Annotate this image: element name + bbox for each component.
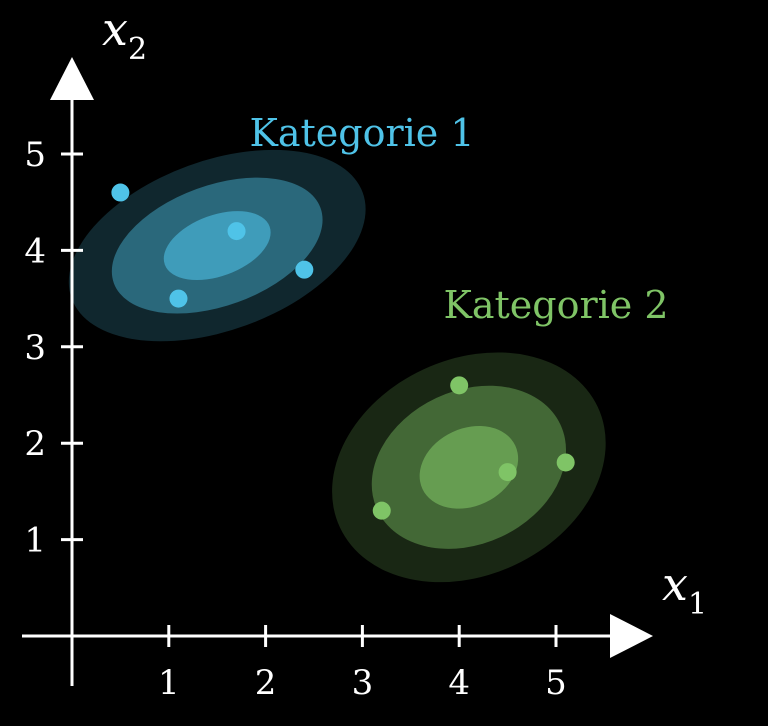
category-2-point-2 (556, 453, 575, 472)
x-tick-label-2: 2 (255, 663, 277, 703)
y-tick-label-4: 4 (24, 231, 46, 271)
x-tick-label-4: 4 (448, 663, 470, 703)
y-tick-label-5: 5 (24, 135, 46, 175)
y-tick-label-2: 2 (24, 424, 46, 464)
axes (22, 57, 653, 686)
category-2-point-3 (498, 463, 517, 482)
y-tick-label-1: 1 (24, 521, 46, 561)
x-tick-label-5: 5 (545, 663, 567, 703)
category-2-distribution (332, 352, 606, 583)
category-2-contour-3 (419, 425, 519, 509)
y-axis-label: x2 (102, 2, 147, 67)
category-1-point-1 (111, 183, 130, 202)
y-tick-label-3: 3 (24, 328, 46, 368)
x-axis-label: x1 (662, 557, 707, 622)
x-tick-label-3: 3 (352, 663, 374, 703)
category-1-point-4 (169, 289, 188, 308)
x-axis-arrowhead (610, 614, 653, 658)
category-1-point-2 (227, 222, 246, 241)
x-tick-label-1: 1 (158, 663, 180, 703)
category-1-label: Kategorie 1 (249, 111, 474, 155)
category-1-point-3 (295, 260, 314, 279)
category-1-distribution (68, 149, 366, 342)
category-2-point-1 (450, 376, 469, 395)
data-points (111, 183, 575, 520)
category-distributions (68, 149, 606, 583)
axis-ticks: 1 2 3 4 5 1 2 3 4 5 (24, 135, 566, 703)
category-2-point-4 (372, 501, 391, 520)
category-2-label: Kategorie 2 (443, 283, 668, 327)
y-axis-arrowhead (50, 57, 94, 100)
